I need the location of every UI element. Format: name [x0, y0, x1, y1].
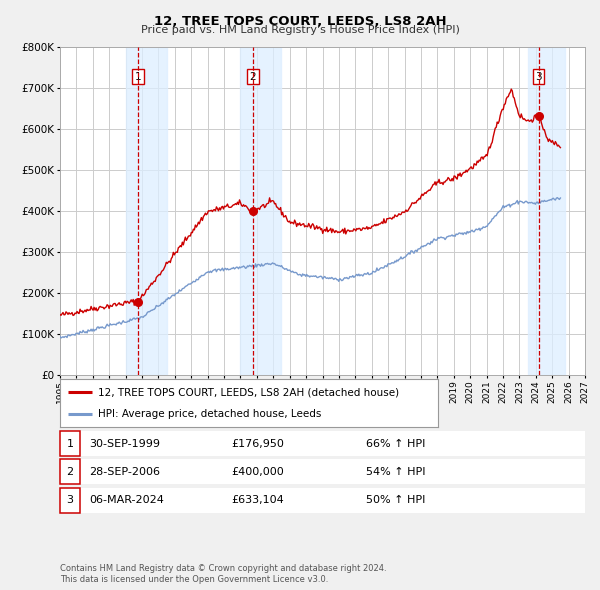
Text: 66% ↑ HPI: 66% ↑ HPI [366, 438, 425, 448]
Text: 3: 3 [67, 495, 73, 505]
Text: 54% ↑ HPI: 54% ↑ HPI [366, 467, 425, 477]
Text: 30-SEP-1999: 30-SEP-1999 [89, 438, 160, 448]
Text: Price paid vs. HM Land Registry's House Price Index (HPI): Price paid vs. HM Land Registry's House … [140, 25, 460, 35]
Bar [527, 47, 565, 375]
Text: 3: 3 [535, 71, 542, 81]
Text: £633,104: £633,104 [231, 495, 284, 505]
Text: 2: 2 [250, 71, 256, 81]
Text: 1: 1 [134, 71, 141, 81]
Bar [241, 47, 281, 375]
Bar [125, 47, 167, 375]
Text: This data is licensed under the Open Government Licence v3.0.: This data is licensed under the Open Gov… [60, 575, 328, 584]
Text: HPI: Average price, detached house, Leeds: HPI: Average price, detached house, Leed… [98, 409, 321, 419]
Text: 50% ↑ HPI: 50% ↑ HPI [366, 495, 425, 505]
Text: 1: 1 [67, 438, 73, 448]
Text: £400,000: £400,000 [231, 467, 284, 477]
Text: 06-MAR-2024: 06-MAR-2024 [89, 495, 164, 505]
Text: Contains HM Land Registry data © Crown copyright and database right 2024.: Contains HM Land Registry data © Crown c… [60, 565, 386, 573]
Text: £176,950: £176,950 [231, 438, 284, 448]
Text: 2: 2 [67, 467, 73, 477]
Text: 12, TREE TOPS COURT, LEEDS, LS8 2AH (detached house): 12, TREE TOPS COURT, LEEDS, LS8 2AH (det… [98, 387, 399, 397]
Text: 28-SEP-2006: 28-SEP-2006 [89, 467, 160, 477]
Text: 12, TREE TOPS COURT, LEEDS, LS8 2AH: 12, TREE TOPS COURT, LEEDS, LS8 2AH [154, 15, 446, 28]
